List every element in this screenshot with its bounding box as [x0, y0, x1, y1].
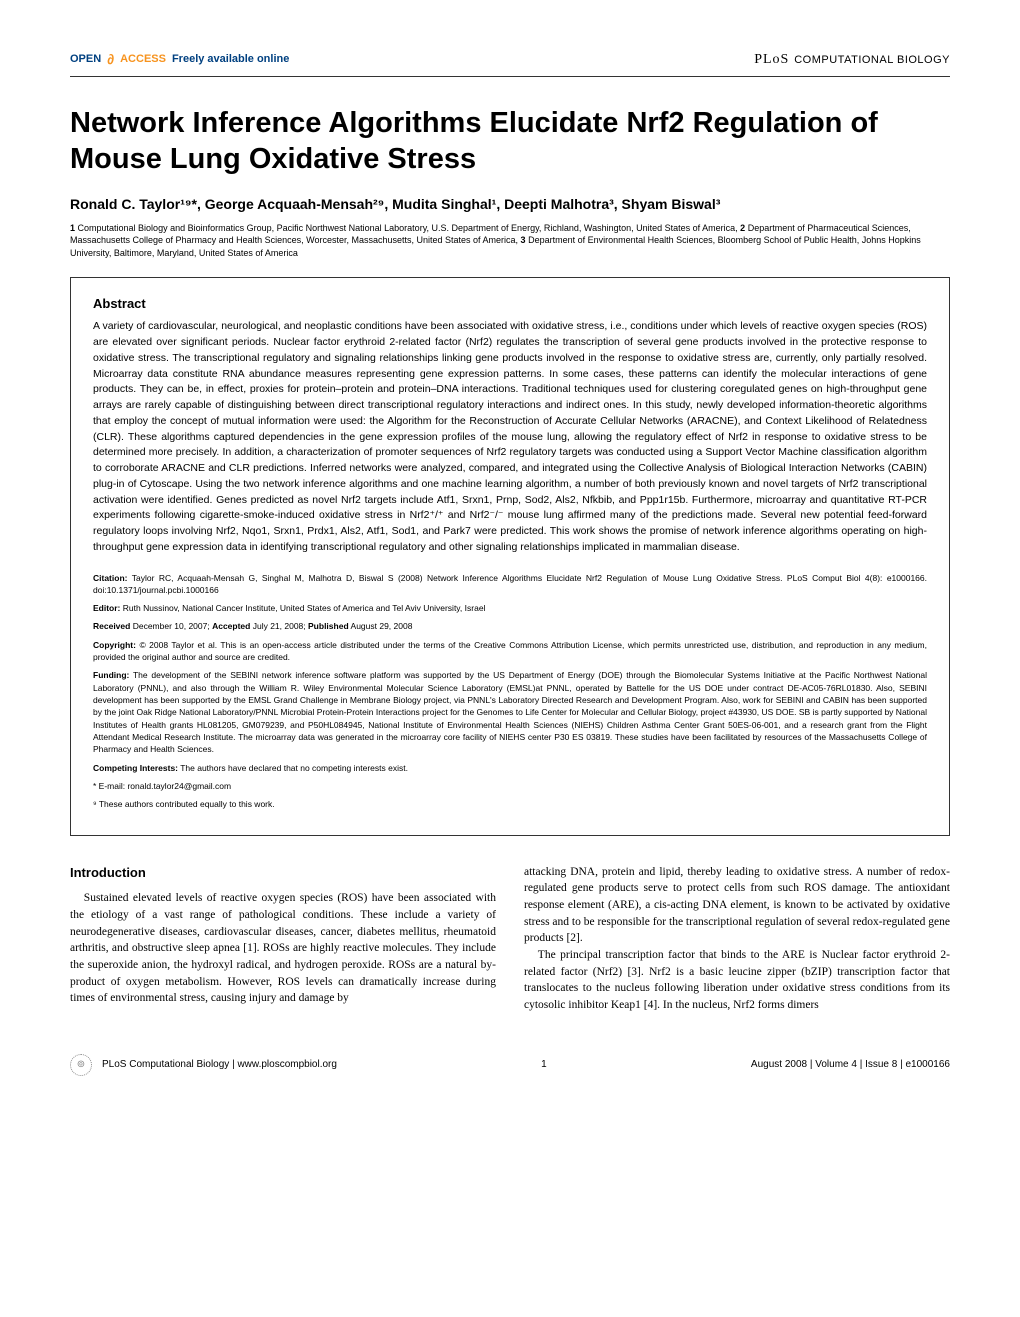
abstract-text: A variety of cardiovascular, neurologica…: [93, 319, 927, 555]
intro-paragraph-3: The principal transcription factor that …: [524, 947, 950, 1014]
journal-plos: PLoS: [754, 52, 789, 67]
journal-name: PLoS COMPUTATIONAL BIOLOGY: [754, 50, 950, 68]
funding-block: Funding: The development of the SEBINI n…: [93, 669, 927, 755]
copyright-text: © 2008 Taylor et al. This is an open-acc…: [93, 640, 927, 662]
page-container: OPEN ∂ ACCESS Freely available online PL…: [0, 0, 1020, 1116]
access-label: ACCESS: [120, 53, 166, 65]
column-right: attacking DNA, protein and lipid, thereb…: [524, 864, 950, 1014]
affiliations: 1 Computational Biology and Bioinformati…: [70, 222, 950, 260]
copyright-block: Copyright: © 2008 Taylor et al. This is …: [93, 639, 927, 664]
abstract-heading: Abstract: [93, 296, 927, 311]
intro-paragraph-2: attacking DNA, protein and lipid, thereb…: [524, 864, 950, 947]
equal-contrib-block: ⁹ These authors contributed equally to t…: [93, 798, 927, 810]
footer-site: PLoS Computational Biology | www.ploscom…: [102, 1059, 337, 1070]
citation-text: Taylor RC, Acquaah-Mensah G, Singhal M, …: [93, 573, 927, 595]
competing-label: Competing Interests:: [93, 763, 178, 773]
page-footer: ⊚ PLoS Computational Biology | www.plosc…: [70, 1054, 950, 1076]
email-block: * E-mail: ronald.taylor24@gmail.com: [93, 780, 927, 792]
article-title: Network Inference Algorithms Elucidate N…: [70, 105, 950, 178]
editor-block: Editor: Ruth Nussinov, National Cancer I…: [93, 602, 927, 614]
open-access-icon: ∂: [107, 51, 114, 67]
footer-logo-icon: ⊚: [70, 1054, 92, 1076]
intro-paragraph-1: Sustained elevated levels of reactive ox…: [70, 890, 496, 1007]
editor-text: Ruth Nussinov, National Cancer Institute…: [120, 603, 485, 613]
published-text: August 29, 2008: [349, 621, 413, 631]
journal-subtitle: COMPUTATIONAL BIOLOGY: [794, 54, 950, 66]
column-left: Introduction Sustained elevated levels o…: [70, 864, 496, 1014]
competing-block: Competing Interests: The authors have de…: [93, 762, 927, 774]
abstract-box: Abstract A variety of cardiovascular, ne…: [70, 277, 950, 835]
open-label: OPEN: [70, 53, 101, 65]
funding-text: The development of the SEBINI network in…: [93, 670, 927, 754]
footer-page-number: 1: [541, 1059, 547, 1070]
published-label: Published: [308, 621, 349, 631]
editor-label: Editor:: [93, 603, 120, 613]
intro-heading: Introduction: [70, 864, 496, 883]
accepted-label: Accepted: [212, 621, 250, 631]
received-text: December 10, 2007;: [130, 621, 212, 631]
citation-label: Citation:: [93, 573, 127, 583]
body-columns: Introduction Sustained elevated levels o…: [70, 864, 950, 1014]
competing-text: The authors have declared that no compet…: [178, 763, 408, 773]
footer-issue: August 2008 | Volume 4 | Issue 8 | e1000…: [751, 1059, 950, 1070]
citation-block: Citation: Taylor RC, Acquaah-Mensah G, S…: [93, 572, 927, 597]
received-label: Received: [93, 621, 130, 631]
copyright-label: Copyright:: [93, 640, 136, 650]
header-bar: OPEN ∂ ACCESS Freely available online PL…: [70, 50, 950, 77]
funding-label: Funding:: [93, 670, 129, 680]
open-access-badge: OPEN ∂ ACCESS Freely available online: [70, 51, 289, 67]
footer-left: ⊚ PLoS Computational Biology | www.plosc…: [70, 1054, 337, 1076]
accepted-text: July 21, 2008;: [250, 621, 308, 631]
author-list: Ronald C. Taylor¹⁹*, George Acquaah-Mens…: [70, 196, 950, 212]
dates-block: Received December 10, 2007; Accepted Jul…: [93, 620, 927, 632]
freely-label: Freely available online: [172, 53, 289, 65]
